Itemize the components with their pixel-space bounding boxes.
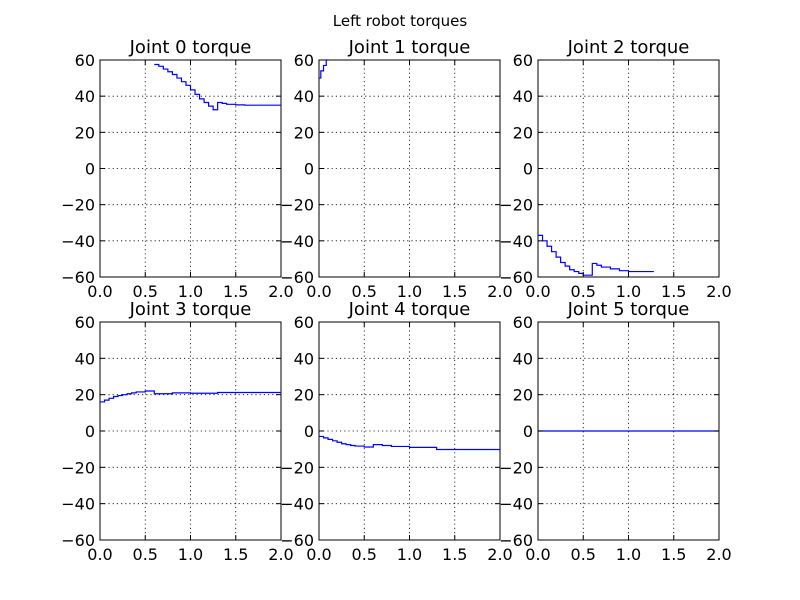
y-tick-label: −40 [499, 495, 533, 514]
y-tick-label: 20 [75, 123, 95, 142]
y-tick-label: −40 [61, 495, 95, 514]
x-tick-label: 0.0 [306, 545, 331, 564]
subplot-title: Joint 1 torque [348, 37, 471, 58]
y-tick-label: 0 [523, 160, 533, 179]
y-tick-label: 20 [294, 123, 314, 142]
y-tick-label: −20 [61, 458, 95, 477]
x-tick-label: 2.0 [706, 545, 731, 564]
y-tick-label: −20 [280, 458, 314, 477]
plot-area [99, 59, 282, 278]
x-tick-label: 2.0 [706, 282, 731, 301]
x-tick-label: 1.5 [442, 545, 467, 564]
x-tick-label: 1.5 [223, 545, 248, 564]
series-line [154, 63, 281, 111]
y-tick-label: −20 [61, 196, 95, 215]
plot-area [318, 59, 501, 278]
subplot-title: Joint 4 torque [348, 299, 471, 320]
y-tick-label: 40 [75, 87, 95, 106]
y-tick-label: −60 [61, 531, 95, 550]
subplot-joint-0: 0.0 0.5 1.0 1.5 2.0 −60 −40 −20 0 20 40 60 Joint 0 t… [61, 37, 293, 301]
x-tick-label: 1.5 [661, 545, 686, 564]
series-line [319, 59, 329, 79]
y-tick-label: −60 [499, 531, 533, 550]
x-tick-label: 0.5 [571, 282, 596, 301]
x-tick-label: 0.0 [87, 282, 112, 301]
x-tick-label: 1.5 [223, 282, 248, 301]
series-line [538, 234, 654, 276]
x-tick-label: 1.0 [397, 282, 422, 301]
subplot-title: Joint 3 torque [129, 299, 252, 320]
y-tick-label: 60 [75, 313, 95, 332]
x-tick-label: 1.0 [178, 545, 203, 564]
subplot-joint-4: 0.0 0.5 1.0 1.5 2.0 −60 −40 −20 0 20 40 60 Joint 4 t… [280, 299, 512, 564]
subplot-joint-1: 0.0 0.5 1.0 1.5 2.0 −60 −40 −20 0 20 40 60 Joint 1 t… [280, 37, 512, 301]
y-tick-label: 40 [75, 349, 95, 368]
x-tick-label: 0.5 [133, 282, 158, 301]
x-tick-label: 0.5 [133, 545, 158, 564]
plot-area [537, 59, 720, 278]
subplot-joint-3: 0.0 0.5 1.0 1.5 2.0 −60 −40 −20 0 20 40 60 Joint 3 t… [61, 299, 293, 564]
y-tick-label: 0 [304, 422, 314, 441]
series-line [100, 390, 281, 403]
x-tick-label: 1.0 [616, 545, 641, 564]
y-tick-label: 20 [294, 386, 314, 405]
y-tick-label: 20 [513, 123, 533, 142]
x-tick-label: 1.0 [397, 545, 422, 564]
x-tick-label: 0.0 [525, 545, 550, 564]
y-tick-label: 60 [75, 51, 95, 70]
x-tick-label: 0.0 [525, 282, 550, 301]
subplot-joint-5: 0.0 0.5 1.0 1.5 2.0 −60 −40 −20 0 20 40 60 Joint 5 t… [499, 299, 731, 564]
figure-suptitle: Left robot torques [333, 12, 468, 30]
x-tick-label: 2.0 [268, 545, 293, 564]
series-line [319, 435, 500, 451]
y-tick-label: 20 [75, 386, 95, 405]
y-tick-label: 40 [513, 87, 533, 106]
y-tick-label: −40 [280, 232, 314, 251]
y-tick-label: 20 [513, 386, 533, 405]
y-tick-label: 0 [85, 422, 95, 441]
y-tick-label: 40 [294, 349, 314, 368]
x-tick-label: 2.0 [487, 545, 512, 564]
x-tick-label: 2.0 [268, 282, 293, 301]
y-tick-label: 40 [513, 349, 533, 368]
x-tick-label: 1.5 [661, 282, 686, 301]
y-tick-label: −60 [280, 531, 314, 550]
x-tick-label: 2.0 [487, 282, 512, 301]
y-tick-label: −40 [280, 495, 314, 514]
subplot-title: Joint 2 torque [567, 37, 690, 58]
y-tick-label: −60 [61, 268, 95, 287]
y-tick-label: 40 [294, 87, 314, 106]
x-tick-label: 0.5 [352, 545, 377, 564]
y-tick-label: −20 [499, 196, 533, 215]
x-tick-label: 1.0 [616, 282, 641, 301]
y-tick-label: 0 [523, 422, 533, 441]
subplot-title: Joint 5 torque [567, 299, 690, 320]
subplot-joint-2: 0.0 0.5 1.0 1.5 2.0 −60 −40 −20 0 20 40 60 Joint 2 t… [499, 37, 731, 301]
y-tick-label: 60 [294, 51, 314, 70]
x-tick-label: 1.0 [178, 282, 203, 301]
y-tick-label: 60 [513, 51, 533, 70]
x-tick-label: 0.0 [87, 545, 112, 564]
y-tick-label: −20 [280, 196, 314, 215]
y-tick-label: −40 [61, 232, 95, 251]
x-tick-label: 0.5 [571, 545, 596, 564]
y-tick-label: −60 [280, 268, 314, 287]
y-tick-label: 0 [85, 160, 95, 179]
x-tick-label: 1.5 [442, 282, 467, 301]
x-tick-label: 0.0 [306, 282, 331, 301]
subplot-title: Joint 0 torque [129, 37, 252, 58]
y-tick-label: −60 [499, 268, 533, 287]
y-tick-label: −20 [499, 458, 533, 477]
y-tick-label: 0 [304, 160, 314, 179]
y-tick-label: 60 [513, 313, 533, 332]
y-tick-label: −40 [499, 232, 533, 251]
y-tick-label: 60 [294, 313, 314, 332]
x-tick-label: 0.5 [352, 282, 377, 301]
